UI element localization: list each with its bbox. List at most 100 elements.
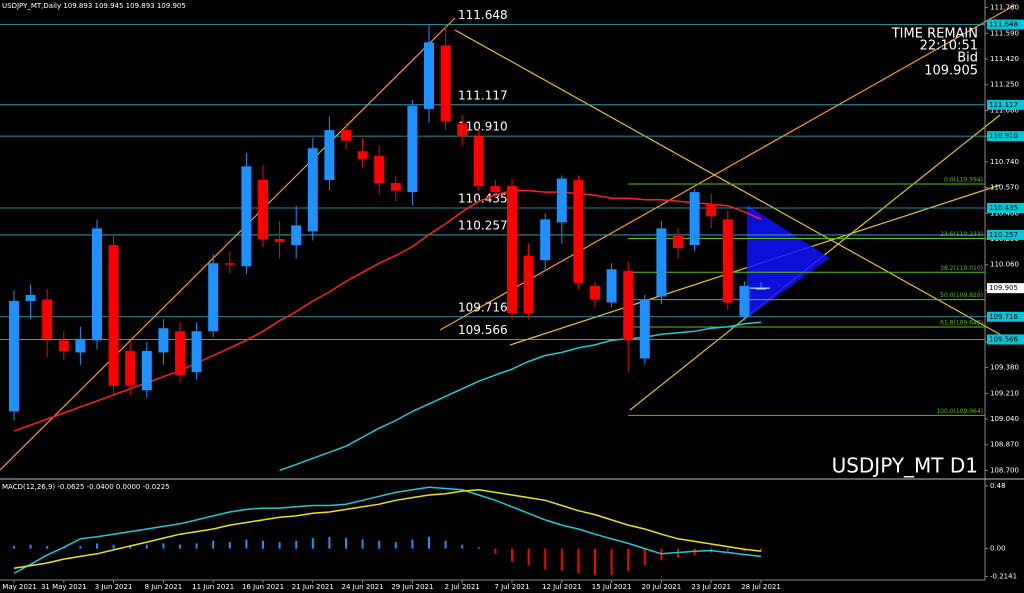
level-box-label: 111.648 bbox=[989, 21, 1018, 29]
y-tick-label: 110.570 bbox=[990, 184, 1019, 192]
histogram-bar bbox=[129, 545, 132, 549]
level-label: 111.117 bbox=[458, 88, 508, 102]
fib-label: 100.0(109.064) bbox=[936, 408, 983, 415]
x-tick-label: 23 Jul 2021 bbox=[691, 583, 731, 591]
candle-body bbox=[324, 130, 335, 181]
candle-body bbox=[706, 204, 717, 217]
histogram-bar bbox=[494, 548, 497, 554]
histogram-bar bbox=[13, 545, 15, 549]
candle-body bbox=[258, 180, 268, 239]
histogram-bar bbox=[262, 540, 264, 549]
candle-body bbox=[556, 178, 567, 223]
histogram-bar bbox=[411, 539, 414, 549]
candle-body bbox=[75, 338, 86, 353]
histogram-bar bbox=[444, 540, 447, 549]
level-box bbox=[987, 311, 1024, 322]
candle-body bbox=[25, 294, 36, 302]
candle-body bbox=[457, 124, 468, 137]
histogram-bar bbox=[560, 548, 563, 571]
candle-body bbox=[374, 155, 385, 184]
candle-body bbox=[739, 285, 750, 317]
histogram-bar bbox=[461, 544, 464, 549]
indicator-line bbox=[279, 321, 762, 472]
histogram-bar bbox=[79, 545, 82, 549]
histogram-bar bbox=[544, 548, 547, 570]
histogram-bar bbox=[577, 548, 580, 574]
trend-line bbox=[439, 4, 1016, 331]
histogram-bar bbox=[361, 539, 364, 549]
histogram-bar bbox=[345, 538, 347, 549]
x-tick-label: 8 Jun 2021 bbox=[145, 583, 183, 591]
histogram-bar bbox=[726, 548, 729, 552]
histogram-bar bbox=[527, 548, 530, 566]
candle-body bbox=[540, 219, 551, 261]
x-tick-label: 29 Jun 2021 bbox=[391, 583, 433, 591]
candle-body bbox=[689, 192, 700, 246]
y-tick-label: 109.380 bbox=[990, 364, 1019, 372]
y-tick-label: 111.250 bbox=[990, 81, 1019, 89]
macd-header: MACD(12,26,9) -0.0625 -0.0400 0.0000 -0.… bbox=[2, 483, 170, 491]
level-box bbox=[987, 131, 1024, 142]
level-label: 110.257 bbox=[458, 218, 508, 232]
histogram-bar bbox=[212, 540, 215, 549]
histogram-bar bbox=[295, 540, 298, 549]
candle-body bbox=[490, 186, 501, 193]
y-tick-label: 110.740 bbox=[990, 158, 1019, 166]
candle-body bbox=[307, 148, 318, 232]
x-tick-label: 12 Jul 2021 bbox=[542, 583, 582, 591]
histogram-bar bbox=[594, 548, 596, 575]
level-box bbox=[987, 202, 1024, 213]
y-tick-label: 109.210 bbox=[990, 389, 1019, 397]
level-box-label: 110.910 bbox=[989, 132, 1018, 140]
candle-body bbox=[341, 130, 351, 141]
x-tick-label: 15 Jul 2021 bbox=[592, 583, 632, 591]
bid-box-label: 109.905 bbox=[989, 284, 1018, 292]
level-box bbox=[987, 99, 1024, 110]
candle-body bbox=[473, 136, 484, 187]
histogram-bar bbox=[96, 543, 98, 549]
bid-box bbox=[987, 283, 1024, 294]
histogram-bar bbox=[278, 542, 281, 549]
x-tick-label: 16 Jun 2021 bbox=[242, 583, 284, 591]
x-tick-label: 21 Jun 2021 bbox=[292, 583, 334, 591]
histogram-bar bbox=[643, 548, 646, 566]
histogram-bar bbox=[46, 545, 49, 549]
histogram-bar bbox=[195, 543, 198, 549]
level-box-label: 110.257 bbox=[989, 231, 1018, 239]
candle-body bbox=[573, 180, 584, 283]
candle-body bbox=[241, 166, 252, 267]
candle-body bbox=[623, 270, 634, 341]
bid-value: 109.905 bbox=[924, 64, 978, 79]
histogram-bar bbox=[610, 548, 613, 575]
y-tick-label: 108.870 bbox=[990, 441, 1019, 449]
candle-body bbox=[722, 219, 733, 303]
y-tick-label: 111.590 bbox=[990, 29, 1019, 37]
candle-body bbox=[523, 255, 534, 314]
candle-body bbox=[440, 45, 451, 122]
level-box bbox=[987, 334, 1024, 345]
candle-body bbox=[191, 331, 202, 373]
histogram-bar bbox=[179, 544, 181, 549]
histogram-bar bbox=[394, 542, 397, 549]
candle-body bbox=[424, 42, 434, 109]
candle-body bbox=[606, 269, 617, 303]
candle-body bbox=[141, 350, 152, 391]
fib-label: 0.0(110.594) bbox=[944, 176, 983, 183]
candle-body bbox=[390, 183, 401, 191]
candle-body bbox=[756, 288, 766, 290]
candle-body bbox=[9, 301, 19, 412]
candle-body bbox=[291, 225, 302, 246]
x-tick-label: 24 Jun 2021 bbox=[342, 583, 384, 591]
fib-label: 61.8(109.648) bbox=[940, 320, 983, 327]
x-tick-label: 20 Jul 2021 bbox=[642, 583, 682, 591]
candle-body bbox=[407, 105, 418, 193]
histogram-bar bbox=[428, 536, 430, 549]
x-tick-label: 11 Jun 2021 bbox=[192, 583, 234, 591]
histogram-bar bbox=[378, 540, 381, 549]
level-label: 109.566 bbox=[458, 323, 508, 337]
level-box bbox=[987, 229, 1024, 240]
level-label: 110.910 bbox=[458, 120, 508, 134]
level-box bbox=[987, 19, 1024, 30]
